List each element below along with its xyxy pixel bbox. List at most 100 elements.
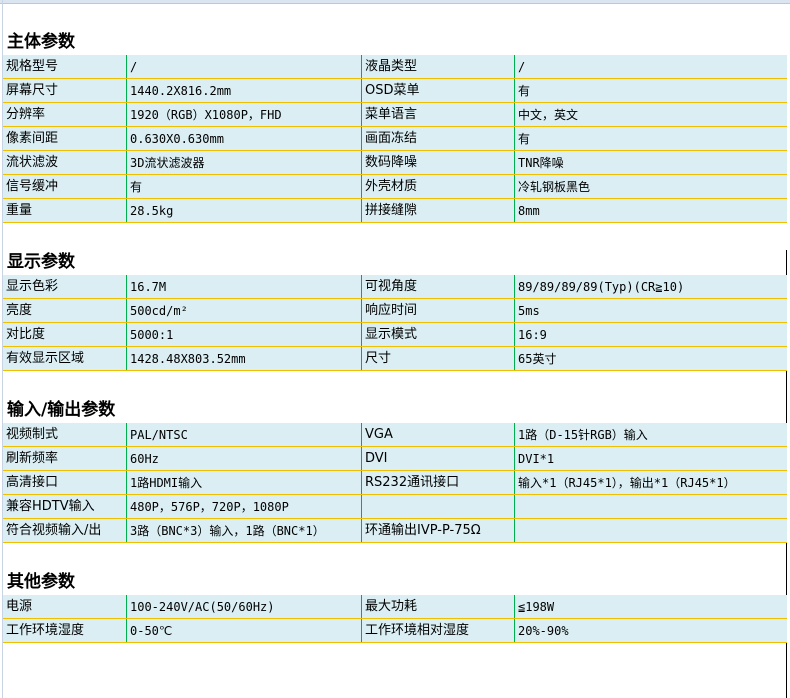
param-name-cell[interactable]: VGA bbox=[362, 423, 515, 446]
param-name-cell[interactable]: 响应时间 bbox=[362, 299, 515, 322]
table-row: 符合视频输入/出 3路（BNC*3）输入，1路（BNC*1） 环通输出IVP-P-7… bbox=[3, 519, 787, 543]
param-name-cell[interactable]: 有效显示区域 bbox=[3, 347, 127, 370]
param-value-cell[interactable]: 20%-90% bbox=[518, 624, 569, 638]
table-row: 显示色彩 16.7M 可视角度 89/89/89/89(Typ)(CR≧10) bbox=[3, 275, 787, 299]
table-row: 有效显示区域 1428.48X803.52mm 尺寸 65英寸 bbox=[3, 347, 787, 371]
param-value-cell[interactable]: ≦198W bbox=[518, 600, 555, 614]
param-value-cell[interactable]: 0-50℃ bbox=[127, 619, 362, 642]
param-value-cell[interactable]: 输入*1（RJ45*1），输出*1（RJ45*1） bbox=[518, 476, 736, 490]
table-row: 信号缓冲有外壳材质 冷轧钢板黑色 bbox=[3, 175, 787, 199]
param-name-cell[interactable]: 屏幕尺寸 bbox=[3, 79, 127, 102]
param-value-cell[interactable]: 中文，英文 bbox=[518, 108, 579, 122]
row-header-border bbox=[2, 0, 3, 698]
param-value-cell[interactable]: 1428.48X803.52mm bbox=[127, 347, 362, 370]
param-value-cell[interactable]: 冷轧钢板黑色 bbox=[518, 180, 591, 194]
section: 显示参数显示色彩 16.7M 可视角度 89/89/89/89(Typ)(CR≧10)… bbox=[3, 249, 787, 371]
param-value-cell[interactable]: 16.7M bbox=[127, 275, 362, 298]
section-title: 其他参数 bbox=[7, 572, 75, 592]
section-title: 输入/输出参数 bbox=[7, 400, 116, 420]
param-name-cell[interactable]: 视频制式 bbox=[3, 423, 127, 446]
param-value-cell[interactable]: 1路HDMI输入 bbox=[127, 471, 362, 494]
param-value-cell[interactable] bbox=[515, 495, 787, 518]
param-name-cell[interactable]: 信号缓冲 bbox=[3, 175, 127, 198]
param-name-cell[interactable] bbox=[362, 495, 515, 518]
param-name-cell[interactable]: 电源 bbox=[3, 595, 127, 618]
table-row: 亮度 500cd/m² 响应时间 5ms bbox=[3, 299, 787, 323]
param-name-cell[interactable]: 液晶类型 bbox=[362, 55, 515, 78]
param-value-cell[interactable]: 3路（BNC*3）输入，1路（BNC*1） bbox=[127, 519, 362, 542]
table-row: 像素间距 0.630X0.630mm 画面冻结有 bbox=[3, 127, 787, 151]
param-name-cell[interactable]: 可视角度 bbox=[362, 275, 515, 298]
param-name-cell[interactable]: 显示色彩 bbox=[3, 275, 127, 298]
param-value-cell[interactable]: DVI*1 bbox=[518, 452, 555, 466]
table-row: 流状滤波 3D流状滤波器 数码降噪 TNR降噪 bbox=[3, 151, 787, 175]
param-name-cell[interactable]: 像素间距 bbox=[3, 127, 127, 150]
param-name-cell[interactable]: 环通输出IVP-P-75Ω bbox=[362, 519, 515, 542]
param-name-cell[interactable]: 规格型号 bbox=[3, 55, 127, 78]
param-name-cell[interactable]: 外壳材质 bbox=[362, 175, 515, 198]
param-name-cell[interactable]: 分辨率 bbox=[3, 103, 127, 126]
table-row: 屏幕尺寸 1440.2X816.2mm OSD菜单有 bbox=[3, 79, 787, 103]
table-row: 电源 100-240V/AC(50/60Hz) 最大功耗 ≦198W bbox=[3, 595, 787, 619]
section-title: 显示参数 bbox=[7, 252, 75, 272]
param-value-cell[interactable]: 1440.2X816.2mm bbox=[127, 79, 362, 102]
param-value-cell[interactable]: 28.5kg bbox=[127, 199, 362, 222]
param-name-cell[interactable]: 拼接缝隙 bbox=[362, 199, 515, 222]
param-name-cell[interactable]: 显示模式 bbox=[362, 323, 515, 346]
param-value-cell[interactable]: 有 bbox=[518, 132, 531, 146]
param-value-cell[interactable]: / bbox=[518, 60, 526, 74]
param-value-cell[interactable]: 60Hz bbox=[127, 447, 362, 470]
section: 其他参数 电源 100-240V/AC(50/60Hz) 最大功耗 ≦198W 工作环境湿… bbox=[3, 569, 787, 643]
param-value-cell[interactable]: 有 bbox=[518, 84, 531, 98]
table-row: 规格型号 / 液晶类型 / bbox=[3, 55, 787, 79]
table-row: 分辨率 1920（RGB）X1080P，FHD 菜单语言 中文，英文 bbox=[3, 103, 787, 127]
param-value-cell[interactable]: 8mm bbox=[518, 204, 540, 218]
table-row: 工作环境湿度 0-50℃ 工作环境相对湿度 20%-90% bbox=[3, 619, 787, 643]
param-name-cell[interactable]: DVI bbox=[362, 447, 515, 470]
table-row: 重量 28.5kg 拼接缝隙 8mm bbox=[3, 199, 787, 223]
param-name-cell[interactable]: 工作环境湿度 bbox=[3, 619, 127, 642]
table-row: 对比度 5000:1 显示模式 16:9 bbox=[3, 323, 787, 347]
table-row: 高清接口 1路HDMI输入 RS232通讯接口 输入*1（RJ45*1），输出*1（R… bbox=[3, 471, 787, 495]
param-value-cell[interactable]: 1路（D-15针RGB）输入 bbox=[518, 428, 648, 442]
param-name-cell[interactable]: 最大功耗 bbox=[362, 595, 515, 618]
section: 输入/输出参数 视频制式 PAL/NTSC VGA 1路（D-15针RGB）输入 刷新频率… bbox=[3, 397, 787, 543]
param-name-cell[interactable]: 重量 bbox=[3, 199, 127, 222]
table-row: 刷新频率 60Hz DVI DVI*1 bbox=[3, 447, 787, 471]
param-value-cell[interactable]: PAL/NTSC bbox=[127, 423, 362, 446]
param-value-cell[interactable]: TNR降噪 bbox=[518, 156, 564, 170]
param-value-cell[interactable]: 480P，576P，720P，1080P bbox=[127, 495, 362, 518]
param-name-cell[interactable]: 对比度 bbox=[3, 323, 127, 346]
param-name-cell[interactable]: 亮度 bbox=[3, 299, 127, 322]
param-value-cell[interactable]: 1920（RGB）X1080P，FHD bbox=[127, 103, 362, 126]
param-name-cell[interactable]: 高清接口 bbox=[3, 471, 127, 494]
table-row: 视频制式 PAL/NTSC VGA 1路（D-15针RGB）输入 bbox=[3, 423, 787, 447]
param-value-cell[interactable]: 3D流状滤波器 bbox=[127, 151, 362, 174]
param-value-cell[interactable]: 16:9 bbox=[518, 328, 547, 342]
param-name-cell[interactable]: 刷新频率 bbox=[3, 447, 127, 470]
param-value-cell[interactable]: 5ms bbox=[518, 304, 540, 318]
param-name-cell[interactable]: 流状滤波 bbox=[3, 151, 127, 174]
param-value-cell[interactable]: 500cd/m² bbox=[127, 299, 362, 322]
param-name-cell[interactable]: OSD菜单 bbox=[362, 79, 515, 102]
param-value-cell[interactable]: 5000:1 bbox=[127, 323, 362, 346]
param-name-cell[interactable]: 尺寸 bbox=[362, 347, 515, 370]
param-value-cell[interactable]: 有 bbox=[127, 175, 362, 198]
param-name-cell[interactable]: 菜单语言 bbox=[362, 103, 515, 126]
param-value-cell[interactable]: 0.630X0.630mm bbox=[127, 127, 362, 150]
param-name-cell[interactable]: RS232通讯接口 bbox=[362, 471, 515, 494]
param-name-cell[interactable]: 工作环境相对湿度 bbox=[362, 619, 515, 642]
param-value-cell[interactable]: / bbox=[127, 55, 362, 78]
param-name-cell[interactable]: 符合视频输入/出 bbox=[3, 519, 127, 542]
table-row: 兼容HDTV输入 480P，576P，720P，1080P bbox=[3, 495, 787, 519]
param-name-cell[interactable]: 画面冻结 bbox=[362, 127, 515, 150]
param-name-cell[interactable]: 数码降噪 bbox=[362, 151, 515, 174]
param-value-cell[interactable]: 89/89/89/89(Typ)(CR≧10) bbox=[518, 280, 685, 294]
param-value-cell[interactable]: 65英寸 bbox=[518, 352, 557, 366]
param-value-cell[interactable] bbox=[515, 519, 787, 542]
column-header-strip bbox=[0, 0, 790, 4]
section: 主体参数 规格型号 / 液晶类型 / 屏幕尺寸 1440.2X816.2mm OSD菜单有分辨… bbox=[3, 29, 787, 223]
param-value-cell[interactable]: 100-240V/AC(50/60Hz) bbox=[127, 595, 362, 618]
param-name-cell[interactable]: 兼容HDTV输入 bbox=[3, 495, 127, 518]
section-title: 主体参数 bbox=[7, 32, 75, 52]
